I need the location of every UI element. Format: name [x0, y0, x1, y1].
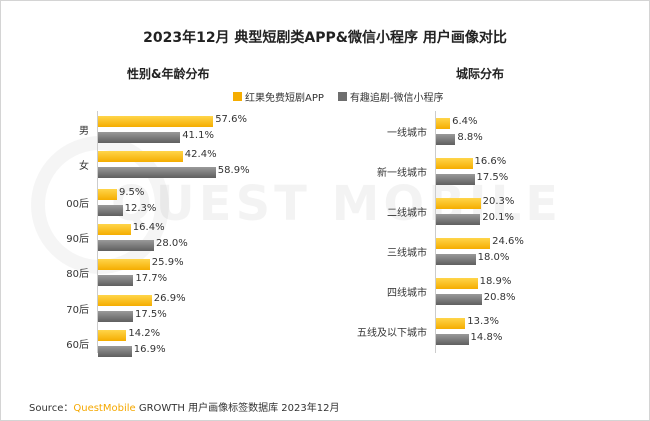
bar-series0: [98, 259, 150, 271]
bar-series1: [436, 294, 482, 305]
bar-series1: [98, 132, 181, 143]
category-label: 二线城市: [387, 208, 427, 219]
bar-series0: [98, 188, 117, 200]
bar-series0: [98, 294, 152, 306]
category-label: 一线城市: [387, 128, 427, 139]
legend: 红果免费短剧APP 有趣追剧-微信小程序: [233, 89, 444, 104]
bar-series0: [98, 329, 127, 341]
bar-series0: [436, 118, 451, 129]
bar-value-label: 28.0%: [156, 237, 188, 249]
bar-series1: [436, 174, 475, 185]
bar-series0: [98, 116, 214, 127]
source-brand: QuestMobile: [73, 403, 136, 414]
bar-value-label: 6.4%: [452, 116, 478, 127]
category-label: 80后: [66, 269, 89, 281]
left-panel-title: 性别&年龄分布: [127, 67, 210, 81]
bar-series0: [436, 198, 481, 209]
category-label: 90后: [66, 233, 89, 245]
bar-series0: [436, 318, 466, 329]
bar-value-label: 16.9%: [133, 343, 166, 355]
category-label: 男: [79, 126, 89, 137]
bar-series1: [98, 204, 123, 216]
legend-label-series0: 红果免费短剧APP: [245, 93, 324, 104]
category-label: 70后: [66, 304, 89, 316]
category-label: 00后: [66, 198, 89, 210]
source-rest: GROWTH 用户画像标签数据库 2023年12月: [135, 403, 340, 414]
bar-value-label: 58.9%: [217, 165, 250, 177]
bar-series1: [98, 345, 132, 357]
bar-value-label: 17.5%: [135, 308, 167, 320]
bar-value-label: 41.1%: [182, 130, 214, 141]
bar-value-label: 42.4%: [184, 149, 217, 161]
category-label: 新一线城市: [377, 168, 427, 179]
bar-series1: [436, 254, 476, 265]
bar-series1: [436, 214, 481, 225]
category-label: 四线城市: [387, 288, 427, 299]
bar-value-label: 8.8%: [457, 132, 483, 143]
bar-series1: [98, 167, 216, 179]
category-label: 女: [79, 161, 89, 173]
bar-value-label: 24.6%: [492, 236, 524, 247]
bar-value-label: 25.9%: [151, 257, 184, 269]
category-label: 五线及以下城市: [357, 328, 427, 339]
bar-value-label: 9.5%: [119, 186, 145, 198]
bar-value-label: 14.8%: [470, 332, 503, 343]
bar-series1: [98, 310, 133, 322]
source-note: Source：QuestMobile GROWTH 用户画像标签数据库 2023…: [29, 399, 339, 414]
bar-value-label: 12.3%: [124, 202, 157, 214]
bar-series0: [98, 223, 131, 235]
bar-series0: [98, 151, 183, 163]
right-panel-title: 城际分布: [456, 67, 505, 81]
bar-series0: [436, 238, 491, 249]
bar-value-label: 13.3%: [467, 316, 500, 327]
bar-value-label: 57.6%: [215, 114, 247, 125]
bar-value-label: 20.1%: [482, 212, 514, 223]
bar-value-label: 18.0%: [477, 252, 510, 263]
bar-series0: [436, 278, 478, 289]
category-axis: [97, 111, 98, 353]
legend-label-series1: 有趣追剧-微信小程序: [349, 93, 444, 104]
category-axis: [435, 111, 436, 353]
bar-value-label: 16.6%: [474, 156, 507, 167]
legend-swatch-series1: [337, 92, 347, 101]
bar-series1: [436, 134, 456, 145]
bar-value-label: 17.7%: [135, 273, 168, 285]
bar-series1: [98, 239, 154, 251]
chart-title: 2023年12月 典型短剧类APP&微信小程序 用户画像对比: [143, 30, 507, 46]
category-label: 60后: [66, 339, 89, 351]
bar-value-label: 20.8%: [483, 292, 516, 303]
bar-value-label: 17.5%: [476, 172, 509, 183]
bar-value-label: 18.9%: [479, 276, 512, 287]
category-label: 三线城市: [387, 248, 427, 259]
bar-value-label: 20.3%: [482, 196, 515, 207]
bar-series0: [436, 158, 473, 169]
watermark-text: QUEST MOBILE: [111, 176, 562, 232]
legend-item-series0: 红果免费短剧APP: [233, 89, 324, 104]
bar-series1: [98, 275, 134, 287]
legend-item-series1: 有趣追剧-微信小程序: [337, 89, 444, 104]
bar-series1: [436, 334, 469, 345]
bar-value-label: 14.2%: [128, 327, 161, 339]
bar-value-label: 16.4%: [132, 221, 165, 233]
bar-value-label: 26.9%: [153, 292, 186, 304]
source-prefix: Source：: [29, 403, 74, 414]
legend-swatch-series0: [233, 92, 242, 101]
